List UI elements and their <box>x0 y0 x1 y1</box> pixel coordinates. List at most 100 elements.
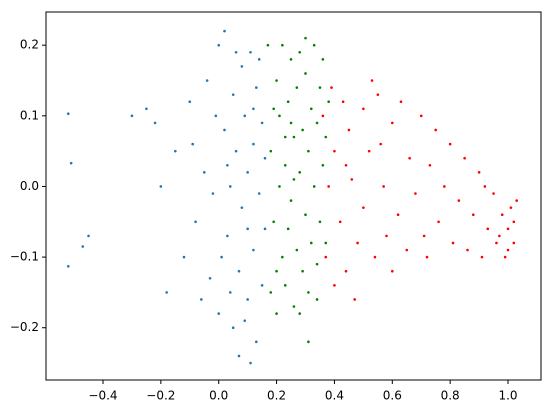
point <box>492 192 495 195</box>
point <box>382 185 385 188</box>
point <box>289 121 293 125</box>
point <box>298 312 302 315</box>
point <box>324 241 328 245</box>
point <box>437 220 440 224</box>
point <box>338 220 342 224</box>
point <box>307 340 310 344</box>
point <box>202 171 206 174</box>
point <box>304 213 307 217</box>
point <box>390 269 394 273</box>
point <box>255 86 258 89</box>
point <box>315 262 319 266</box>
point <box>344 163 348 167</box>
y-tick-label: −0.1 <box>10 250 39 264</box>
point <box>295 86 299 89</box>
point <box>307 149 310 153</box>
point <box>448 142 452 146</box>
point <box>246 171 249 174</box>
point <box>81 245 85 248</box>
point <box>425 255 429 259</box>
point <box>240 206 244 209</box>
point <box>324 255 328 259</box>
point <box>249 361 252 365</box>
point <box>275 79 278 82</box>
point <box>327 100 330 104</box>
point <box>292 135 296 139</box>
y-tick-label: 0.0 <box>20 179 39 193</box>
point <box>214 114 218 118</box>
point <box>318 220 322 224</box>
point <box>260 121 264 125</box>
point <box>240 65 244 68</box>
point <box>257 58 261 61</box>
point <box>278 114 281 118</box>
point <box>405 248 409 252</box>
y-tick-label: 0.2 <box>20 38 39 52</box>
point <box>341 100 345 104</box>
point <box>390 121 394 125</box>
point <box>231 326 235 330</box>
point <box>512 220 516 224</box>
point <box>66 264 70 268</box>
y-tick-label: 0.1 <box>20 108 39 122</box>
x-tick-label: 0.2 <box>267 389 286 403</box>
point <box>194 220 197 224</box>
point <box>312 43 316 47</box>
point <box>434 128 437 132</box>
point <box>243 319 247 322</box>
x-tick-label: 0.4 <box>325 389 344 403</box>
point <box>266 43 270 47</box>
point <box>472 213 475 217</box>
point <box>367 149 371 153</box>
point <box>289 58 293 61</box>
point <box>278 185 281 188</box>
point <box>506 227 510 231</box>
point <box>500 213 504 217</box>
point <box>463 156 466 160</box>
point <box>301 269 304 273</box>
point <box>217 312 221 315</box>
point <box>283 284 287 287</box>
point <box>283 135 287 139</box>
point <box>246 298 249 301</box>
point <box>275 312 278 315</box>
point <box>509 206 513 209</box>
point <box>188 100 192 104</box>
point <box>307 291 310 294</box>
y-tick-label: −0.2 <box>10 320 39 334</box>
point <box>182 255 186 259</box>
point <box>252 107 255 111</box>
point <box>477 171 481 174</box>
point <box>419 114 423 118</box>
point <box>165 291 168 294</box>
point <box>428 163 432 167</box>
point <box>486 227 490 231</box>
point <box>376 93 380 96</box>
point <box>257 192 261 195</box>
point <box>362 206 365 209</box>
point <box>228 185 232 188</box>
point <box>223 29 226 33</box>
point <box>220 255 223 259</box>
point <box>272 220 275 224</box>
x-tick-label: 0.8 <box>441 389 460 403</box>
point <box>263 156 267 160</box>
point <box>281 43 284 47</box>
point <box>237 269 241 273</box>
point <box>231 93 235 96</box>
point <box>350 178 354 181</box>
point <box>483 185 487 188</box>
point <box>255 340 258 344</box>
point <box>515 199 518 202</box>
point <box>466 248 469 252</box>
point <box>373 255 377 259</box>
point <box>312 185 316 188</box>
x-tick-label: 1.0 <box>498 389 517 403</box>
point <box>451 241 455 245</box>
point <box>130 114 134 118</box>
point <box>275 269 278 273</box>
point <box>347 128 351 132</box>
point <box>298 171 302 174</box>
point <box>191 142 194 146</box>
point <box>87 234 90 238</box>
